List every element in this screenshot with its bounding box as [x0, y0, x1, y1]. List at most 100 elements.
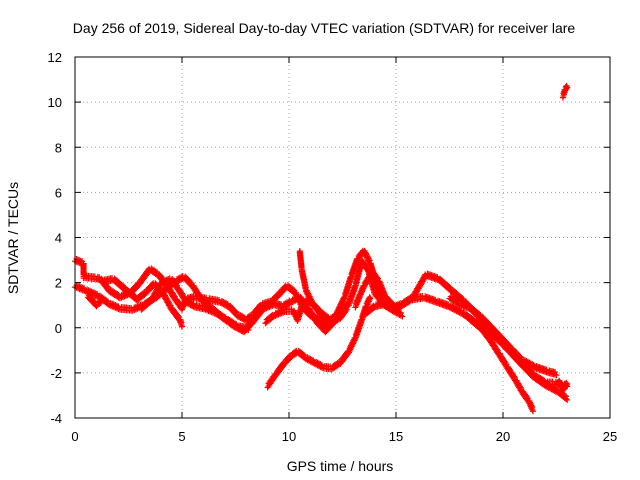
x-tick-label: 10: [282, 429, 296, 444]
series-s3: [99, 274, 185, 330]
data-point: [543, 366, 550, 373]
data-point: [170, 292, 177, 299]
y-tick-label: 0: [55, 321, 62, 336]
data-point: [179, 323, 185, 330]
data-point: [289, 286, 296, 293]
data-point: [315, 306, 322, 313]
y-tick-label: 2: [55, 276, 62, 291]
y-tick-label: -4: [50, 411, 62, 426]
data-point: [232, 308, 239, 315]
series-s8: [363, 299, 406, 320]
data-point: [187, 279, 194, 286]
data-point: [562, 393, 569, 400]
data-point: [397, 310, 404, 317]
data-point: [201, 303, 208, 310]
data-point: [476, 322, 483, 329]
data-point: [523, 393, 530, 400]
series-s6: [296, 248, 342, 324]
data-point: [454, 297, 461, 304]
x-tick-label: 25: [603, 429, 617, 444]
data-point: [343, 306, 350, 313]
series-s10: [467, 316, 536, 415]
series-s11: [264, 294, 374, 391]
x-tick-label: 15: [389, 429, 403, 444]
data-point: [432, 296, 439, 303]
data-point: [300, 351, 307, 358]
data-point: [335, 313, 342, 320]
data-point: [502, 359, 509, 366]
data-point: [487, 322, 494, 329]
data-point: [446, 283, 453, 290]
data-point: [388, 304, 395, 311]
series-s14: [84, 292, 104, 310]
data-point: [540, 376, 547, 383]
data-point: [563, 379, 570, 386]
data-point: [530, 361, 537, 368]
data-point: [552, 369, 559, 376]
data-point: [364, 264, 371, 271]
y-tick-label: 10: [48, 95, 62, 110]
y-tick-label: 8: [55, 140, 62, 155]
data-point: [231, 320, 238, 327]
data-point: [445, 301, 452, 308]
data-point: [174, 312, 181, 319]
data-point: [115, 303, 122, 310]
data-point: [388, 299, 395, 306]
data-point: [511, 373, 518, 380]
data-point: [541, 377, 548, 384]
data-point: [121, 283, 128, 290]
x-tick-label: 0: [71, 429, 78, 444]
series-s13: [559, 82, 571, 101]
data-point: [564, 84, 571, 91]
data-point: [399, 313, 406, 320]
data-point: [81, 285, 88, 292]
data-point: [243, 323, 250, 330]
data-point: [529, 404, 536, 411]
data-point: [324, 313, 331, 320]
data-point: [497, 333, 504, 340]
chart-title: Day 256 of 2019, Sidereal Day-to-day VTE…: [73, 20, 576, 36]
series-s4: [138, 275, 252, 334]
data-point: [374, 274, 381, 281]
data-point: [564, 381, 571, 388]
y-tick-label: 4: [55, 231, 62, 246]
y-tick-label: -2: [50, 366, 62, 381]
data-point: [190, 300, 197, 307]
data-point: [245, 327, 252, 334]
axes: 0 5 10 15 20 25 -4 -2 0 2 4 6 8 10 12: [48, 50, 618, 444]
data-point: [365, 256, 372, 263]
series-s7: [352, 269, 397, 311]
data-point: [529, 369, 536, 376]
data-point: [561, 392, 568, 399]
data-point: [103, 297, 110, 304]
data-point: [233, 321, 240, 328]
data-point: [366, 294, 373, 301]
data-point: [318, 361, 325, 368]
x-tick-label: 5: [178, 429, 185, 444]
data-point: [114, 291, 121, 298]
data-point: [494, 346, 501, 353]
y-axis-title: SDTVAR / TECUs: [5, 182, 21, 294]
data-point: [519, 360, 526, 367]
data-point: [221, 313, 228, 320]
series-s12: [555, 377, 571, 394]
data-point: [529, 408, 536, 415]
data-point: [97, 299, 104, 306]
data-point: [366, 257, 373, 264]
data-point: [196, 292, 203, 299]
data-point: [476, 311, 483, 318]
x-axis-title: GPS time / hours: [287, 458, 394, 474]
data-point: [363, 263, 370, 270]
data-point: [181, 294, 188, 301]
data-point: [172, 281, 179, 288]
data-point: [485, 333, 492, 340]
data-point: [564, 396, 571, 403]
data-point: [367, 295, 374, 302]
data-point: [553, 372, 560, 379]
data-point: [508, 348, 515, 355]
x-tick-label: 20: [496, 429, 510, 444]
data-points: [72, 82, 571, 415]
y-tick-label: 12: [48, 50, 62, 65]
data-point: [312, 314, 319, 321]
